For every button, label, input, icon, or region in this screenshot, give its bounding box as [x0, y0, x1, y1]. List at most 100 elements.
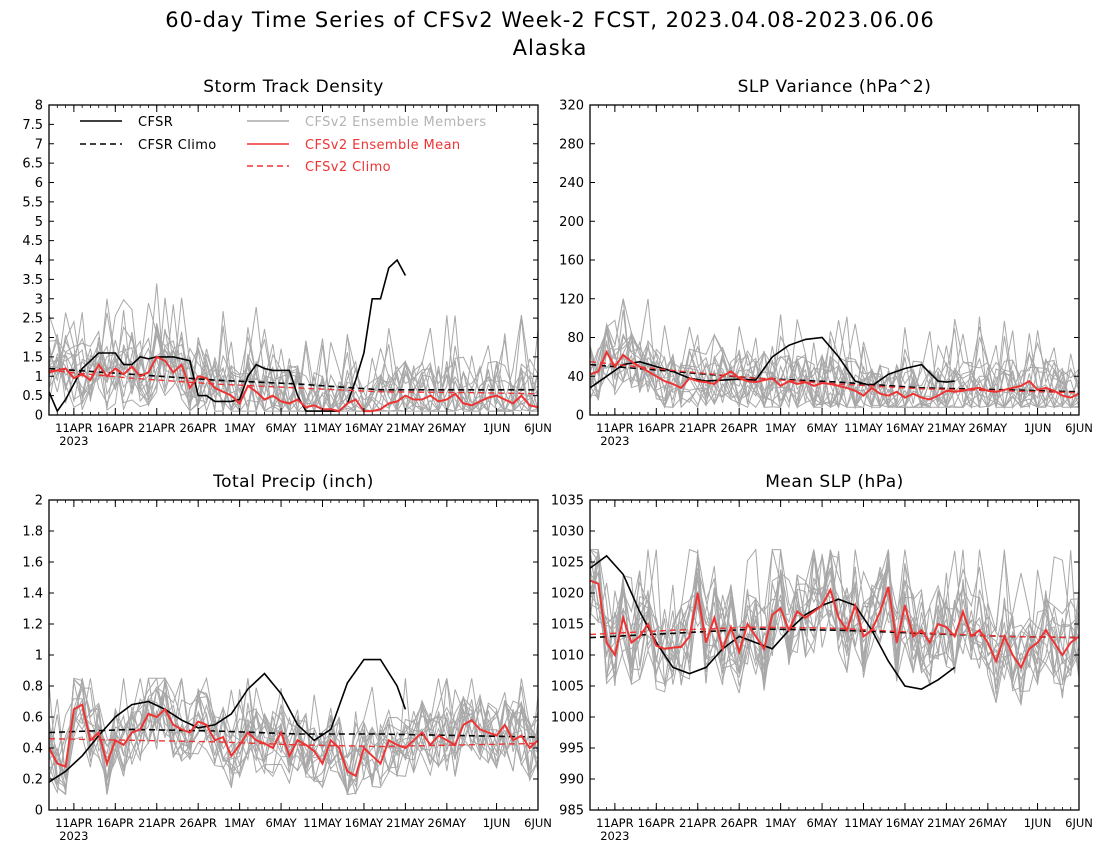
x-tick-label: 1JUN — [1024, 421, 1052, 435]
y-tick-label: 1.5 — [22, 350, 43, 365]
x-tick-label: 21APR — [679, 421, 716, 435]
x-tick-label: 1MAY — [224, 421, 256, 435]
x-tick-label: 11MAY — [303, 816, 343, 830]
ensemble-member-line — [49, 678, 538, 782]
x-tick-label: 6JUN — [1065, 421, 1093, 435]
x-tick-label: 11APR — [596, 816, 633, 830]
figure-title-block: 60-day Time Series of CFSv2 Week-2 FCST,… — [0, 6, 1100, 62]
series-mean — [590, 579, 1079, 670]
y-tick-label: 1030 — [551, 525, 584, 540]
x-tick-label: 6MAY — [265, 816, 297, 830]
y-tick-label: 160 — [559, 254, 584, 269]
x-tick-label: 6JUN — [524, 816, 552, 830]
y-tick-label: 1.2 — [22, 618, 43, 633]
y-tick-label: 995 — [559, 742, 584, 757]
legend-label-mean: CFSv2 Ensemble Mean — [305, 138, 461, 153]
panel-title: Mean SLP (hPa) — [765, 472, 904, 492]
ensemble-member-line — [49, 677, 538, 794]
panel-storm: Storm Track Density 0 0.5 1 1.5 2 2.5 3 3.5 4 4.5 5… — [22, 77, 552, 448]
x-year-label: 2023 — [600, 829, 629, 843]
y-tick-label: 0.2 — [22, 773, 43, 788]
x-tick-label: 1MAY — [765, 816, 797, 830]
x-tick-label: 21MAY — [927, 421, 967, 435]
ensemble-member-line — [590, 320, 1079, 409]
y-tick-label: 320 — [559, 99, 584, 114]
x-tick-label: 11MAY — [303, 421, 343, 435]
y-tick-label: 240 — [559, 176, 584, 191]
ensemble-member-line — [590, 559, 1079, 686]
y-tick-label: 6.5 — [22, 157, 43, 172]
legend-label-cfsr: CFSR — [138, 115, 173, 130]
series-mean — [590, 349, 1079, 401]
y-tick-label: 5.5 — [22, 195, 43, 210]
x-tick-label: 26APR — [179, 421, 216, 435]
x-tick-label: 21MAY — [927, 816, 967, 830]
y-tick-label: 3 — [35, 292, 43, 307]
x-tick-label: 6JUN — [524, 421, 552, 435]
legend-label-cfsr_climo: CFSR Climo — [138, 138, 217, 153]
x-tick-label: 16MAY — [886, 421, 926, 435]
y-tick-label: 7.5 — [22, 118, 43, 133]
x-tick-label: 16MAY — [345, 816, 385, 830]
x-tick-label: 21MAY — [386, 816, 426, 830]
x-tick-label: 16MAY — [345, 421, 385, 435]
x-tick-label: 16APR — [97, 816, 134, 830]
panel-precip: Total Precip (inch) 0 0.2 0.4 0.6 0.8 1 1.2 1.4 1… — [22, 472, 552, 843]
y-tick-label: 7 — [35, 137, 43, 152]
y-tick-label: 0.4 — [22, 742, 43, 757]
x-tick-label: 11MAY — [844, 816, 884, 830]
y-tick-label: 280 — [559, 137, 584, 152]
x-tick-label: 21MAY — [386, 421, 426, 435]
x-tick-label: 16APR — [638, 816, 675, 830]
y-tick-label: 985 — [559, 804, 584, 819]
x-tick-label: 26MAY — [969, 816, 1009, 830]
x-tick-label: 6MAY — [806, 421, 838, 435]
ensemble-members — [49, 283, 538, 413]
ensemble-members — [590, 548, 1079, 707]
figure-subtitle: Alaska — [512, 36, 588, 60]
y-tick-label: 0.5 — [22, 389, 43, 404]
y-tick-label: 4 — [35, 254, 43, 269]
series-cfsv2_climo — [590, 361, 1079, 394]
x-tick-label: 6MAY — [806, 816, 838, 830]
x-tick-label: 11APR — [596, 421, 633, 435]
y-tick-label: 1005 — [551, 680, 584, 695]
legend: CFSR CFSR Climo CFSv2 Ensemble Members CFSv… — [80, 115, 486, 175]
y-tick-label: 1000 — [551, 711, 584, 726]
x-year-label: 2023 — [59, 434, 88, 448]
ensemble-member-line — [590, 549, 1079, 694]
y-tick-label: 1015 — [551, 618, 584, 633]
x-tick-label: 21APR — [138, 421, 175, 435]
x-tick-label: 26APR — [720, 816, 757, 830]
series-cfsr — [49, 658, 407, 783]
ensemble-member-line — [49, 298, 538, 413]
y-tick-label: 40 — [567, 370, 584, 385]
x-year-label: 2023 — [600, 434, 629, 448]
x-tick-label: 21APR — [138, 816, 175, 830]
x-tick-label: 21APR — [679, 816, 716, 830]
x-tick-label: 11APR — [55, 421, 92, 435]
y-tick-label: 990 — [559, 773, 584, 788]
y-tick-label: 1035 — [551, 494, 584, 509]
figure-title: 60-day Time Series of CFSv2 Week-2 FCST,… — [165, 8, 935, 32]
y-tick-label: 0 — [35, 409, 43, 424]
y-tick-label: 0.6 — [22, 711, 43, 726]
ensemble-member-line — [49, 297, 538, 413]
legend-label-cfsv2_climo: CFSv2 Climo — [305, 160, 391, 175]
series-mean — [49, 703, 538, 778]
y-tick-label: 6 — [35, 176, 43, 191]
x-tick-label: 26APR — [720, 421, 757, 435]
y-tick-label: 4.5 — [22, 234, 43, 249]
x-tick-label: 1JUN — [1024, 816, 1052, 830]
y-tick-label: 0.8 — [22, 680, 43, 695]
x-tick-label: 1JUN — [483, 421, 511, 435]
series-cfsv2_climo — [590, 626, 1079, 639]
y-tick-label: 1010 — [551, 649, 584, 664]
x-tick-label: 6JUN — [1065, 816, 1093, 830]
ensemble-member-line — [590, 551, 1079, 685]
panel-title: Total Precip (inch) — [212, 472, 374, 492]
series-cfsr_climo — [49, 367, 538, 391]
x-tick-label: 11MAY — [844, 421, 884, 435]
x-tick-label: 26MAY — [428, 816, 468, 830]
